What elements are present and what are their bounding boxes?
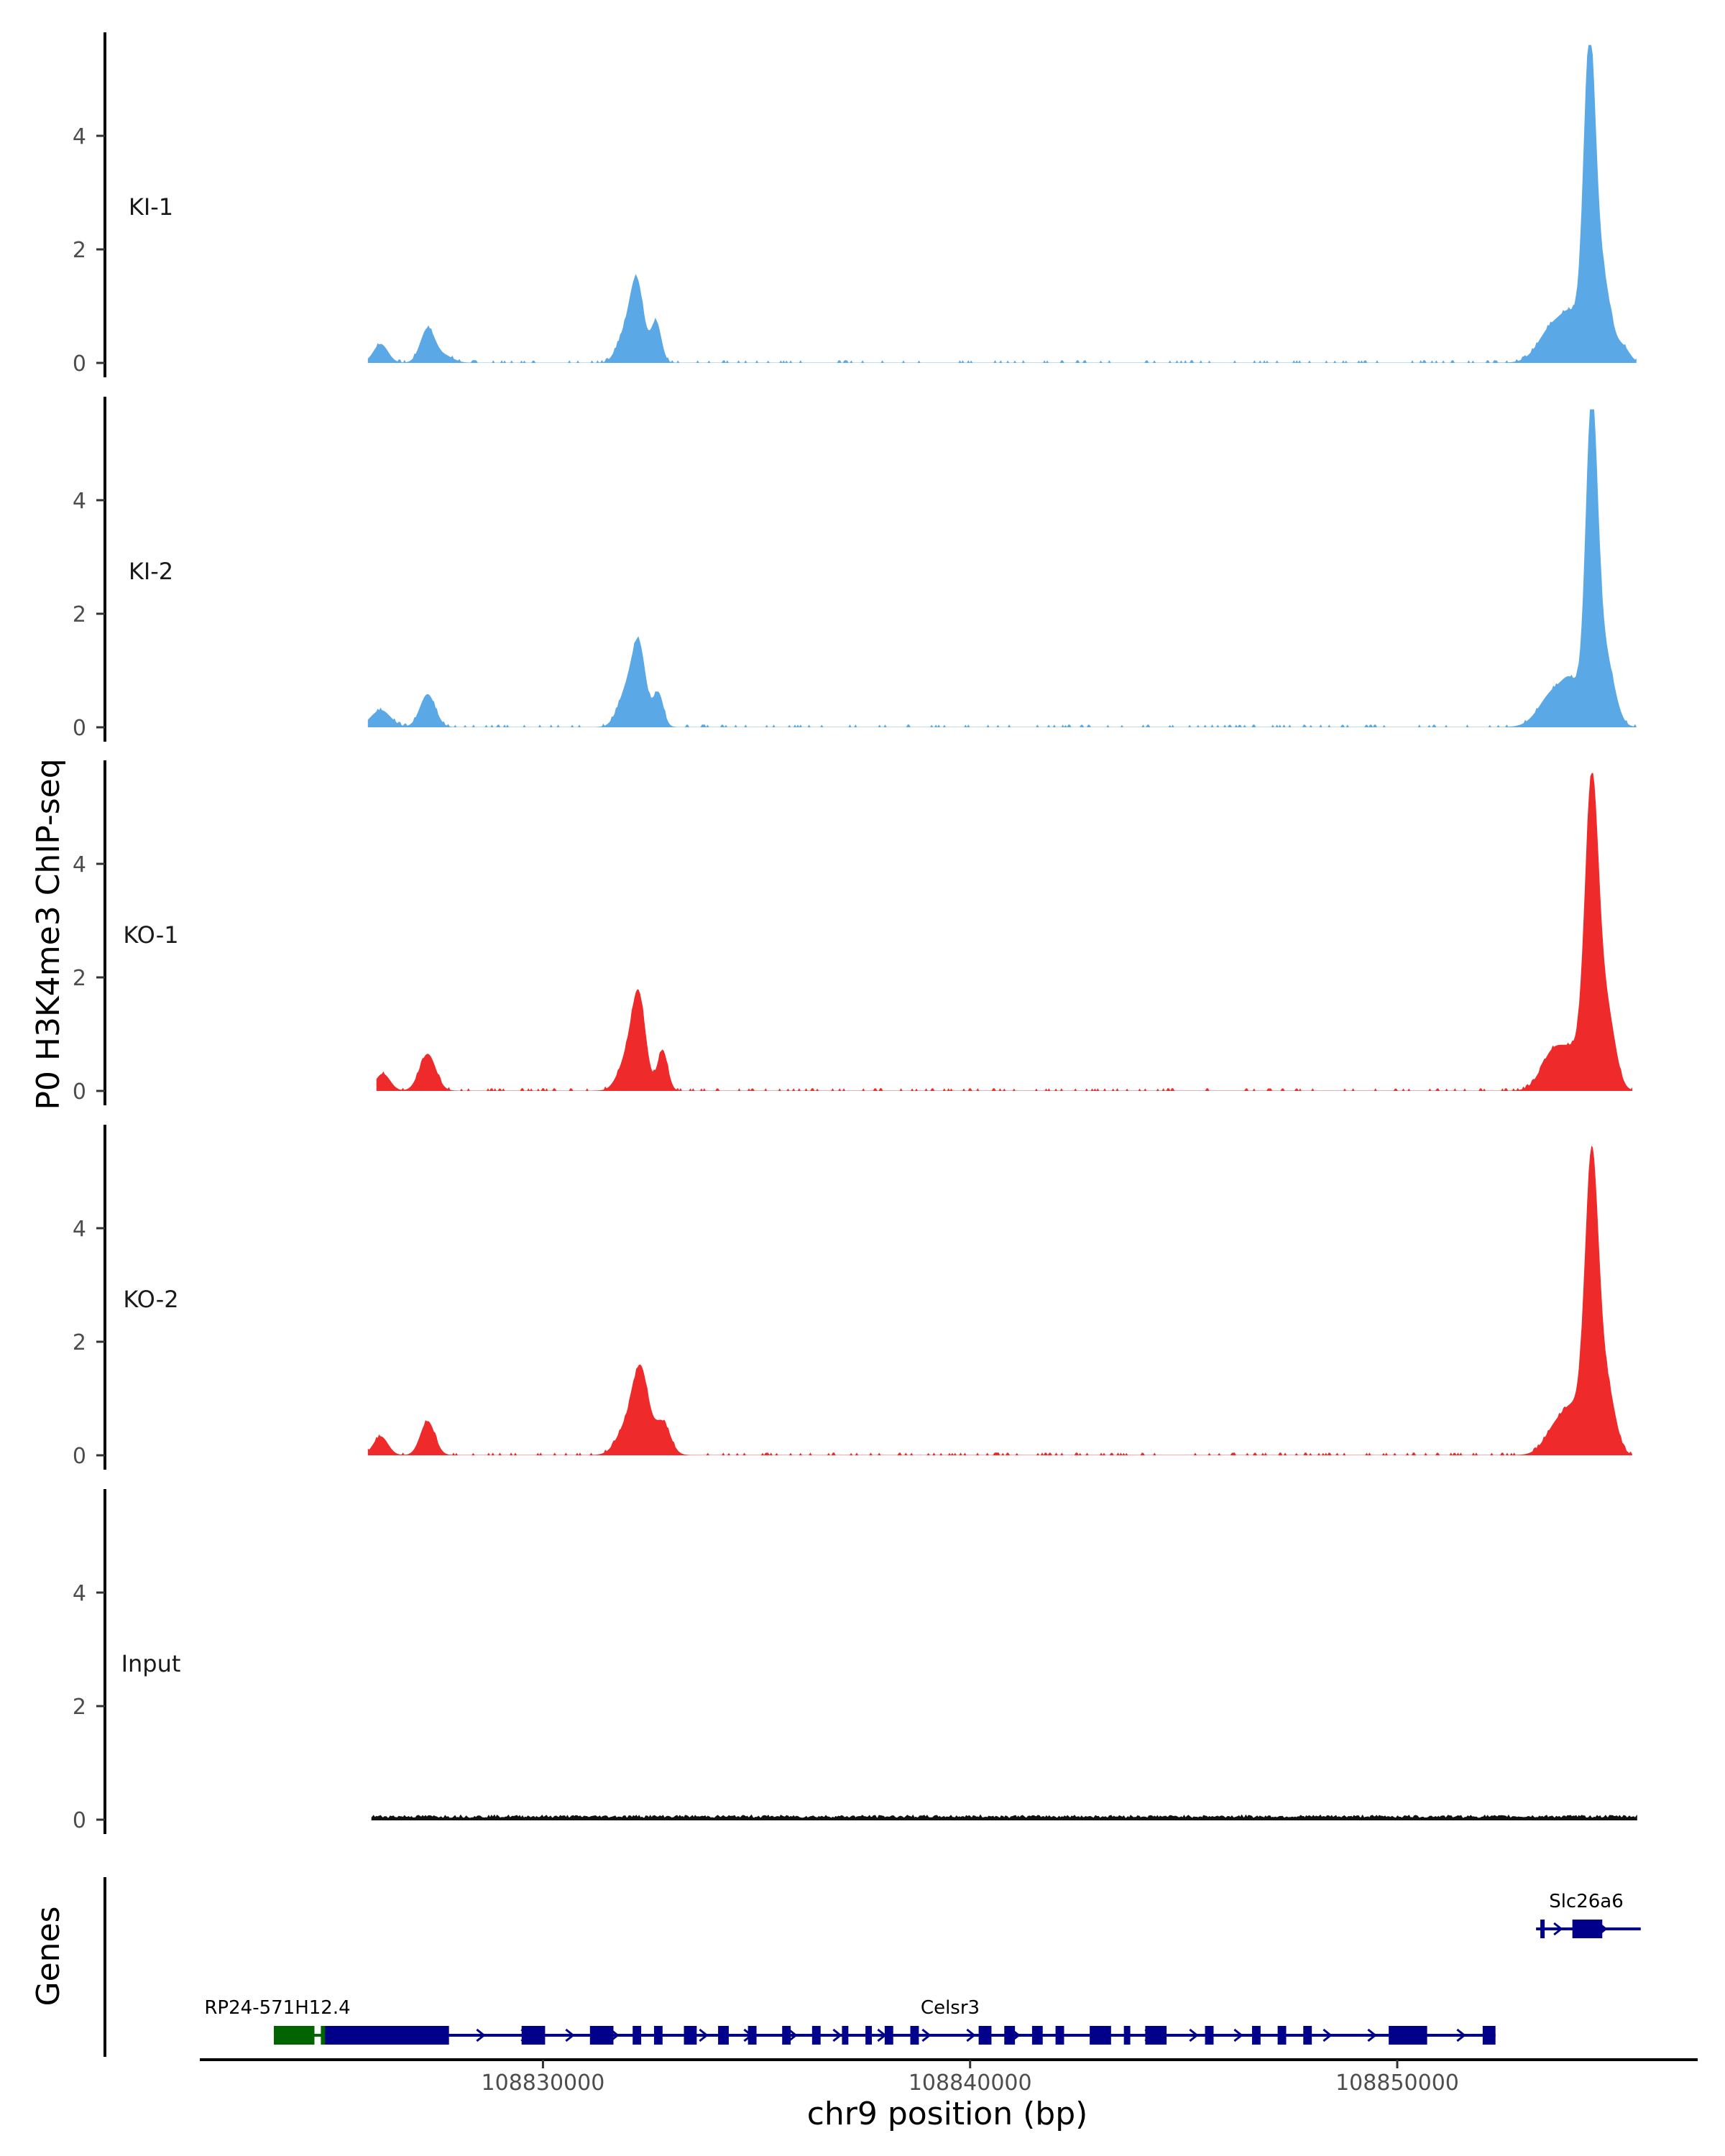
track-input: 0 2 4 Input xyxy=(73,1489,1637,1834)
gene-exon xyxy=(632,2026,642,2045)
gene-exon xyxy=(748,2026,757,2045)
track-label-ko-1: KO-1 xyxy=(123,921,178,949)
gene-exon xyxy=(884,2026,893,2045)
genes-track: RP24-571H12.4 Celsr3 Slc26a6 xyxy=(104,1877,1641,2057)
gene-exon xyxy=(782,2026,791,2045)
genes-track-title: Genes xyxy=(30,1906,67,2006)
strand-arrow xyxy=(788,2028,798,2042)
gene-label: Celsr3 xyxy=(921,1997,980,2019)
track-label-input: Input xyxy=(121,1650,181,1677)
track-label-ki-2: KI-2 xyxy=(129,558,173,585)
track-label-ko-2: KO-2 xyxy=(123,1286,178,1313)
gene-exon xyxy=(865,2026,873,2045)
gene-exon xyxy=(1389,2026,1427,2045)
gene-exon xyxy=(653,2026,663,2045)
gene-exon xyxy=(842,2026,849,2045)
gene-exon xyxy=(1572,1920,1603,1938)
gene-celsr3: Celsr3 xyxy=(325,1997,1496,2045)
gene-exon xyxy=(321,2026,330,2045)
y-tick-label: 2 xyxy=(73,1695,86,1720)
y-tick-label: 0 xyxy=(73,1808,86,1833)
y-tick-label: 2 xyxy=(73,602,86,627)
x-tick-label: 108850000 xyxy=(1335,2070,1459,2096)
signal-tracks: 0 2 4 KI-1 0 2 4 KI-2 0 2 4 KO-1 0 2 4 KO-2 0 2 4 Input xyxy=(73,32,1637,1834)
gene-exon xyxy=(1055,2026,1064,2045)
gene-exon xyxy=(1123,2026,1131,2045)
y-tick-label: 0 xyxy=(73,351,86,377)
track-ki-1: 0 2 4 KI-1 xyxy=(73,32,1637,377)
strand-arrow xyxy=(832,2028,842,2042)
x-axis-title: chr9 position (bp) xyxy=(807,2096,1088,2132)
x-tick-label: 108830000 xyxy=(482,2070,605,2096)
gene-exon xyxy=(1251,2026,1261,2045)
gene-exon xyxy=(811,2026,821,2045)
strand-arrow xyxy=(1456,2028,1466,2042)
gene-exon xyxy=(1303,2026,1312,2045)
y-tick-label: 4 xyxy=(73,1581,86,1606)
strand-arrow xyxy=(1189,2028,1199,2042)
y-tick-label: 4 xyxy=(73,489,86,514)
gene-label: Slc26a6 xyxy=(1549,1891,1624,1912)
y-tick-label: 2 xyxy=(73,1330,86,1355)
track-ko-2: 0 2 4 KO-2 xyxy=(73,1125,1632,1470)
strand-arrow xyxy=(565,2028,575,2042)
x-tick-label: 108840000 xyxy=(908,2070,1032,2096)
gene-exon xyxy=(1004,2026,1016,2045)
y-tick-label: 2 xyxy=(73,966,86,991)
y-tick-label: 4 xyxy=(73,1217,86,1242)
signal-area-ko-2 xyxy=(367,1146,1632,1455)
track-ki-2: 0 2 4 KI-2 xyxy=(73,397,1637,742)
gene-exon xyxy=(910,2026,919,2045)
gene-exon xyxy=(1090,2026,1111,2045)
gene-exon xyxy=(274,2026,315,2045)
y-tick-label: 0 xyxy=(73,1444,86,1469)
x-axis: 108830000 108840000 108850000 xyxy=(200,2058,1698,2096)
gene-slc26a6: Slc26a6 xyxy=(1536,1891,1641,1938)
strand-arrow xyxy=(921,2028,932,2042)
gene-exon xyxy=(718,2026,729,2045)
gene-label: RP24-571H12.4 xyxy=(204,1997,350,2019)
y-axis-title: P0 H3K4me3 ChIP-seq xyxy=(30,758,67,1110)
gene-exon xyxy=(521,2026,546,2045)
signal-area-input xyxy=(371,1814,1637,1820)
strand-arrow xyxy=(966,2028,976,2042)
gene-exon xyxy=(684,2026,697,2045)
track-ko-1: 0 2 4 KO-1 xyxy=(73,760,1632,1105)
gene-exon xyxy=(978,2026,992,2045)
signal-area-ki-1 xyxy=(367,45,1637,363)
signal-area-ki-2 xyxy=(367,409,1637,727)
y-tick-label: 2 xyxy=(73,238,86,263)
strand-arrow xyxy=(1233,2028,1243,2042)
gene-exon xyxy=(1145,2026,1167,2045)
y-tick-label: 0 xyxy=(73,716,86,741)
strand-arrow xyxy=(699,2028,709,2042)
strand-arrow xyxy=(1553,1922,1563,1936)
gene-exon xyxy=(1277,2026,1287,2045)
strand-arrow xyxy=(1322,2028,1333,2042)
strand-arrow xyxy=(476,2028,486,2042)
strand-arrow xyxy=(1367,2028,1377,2042)
signal-area-ko-1 xyxy=(376,773,1632,1091)
gene-exon xyxy=(1540,1920,1545,1938)
y-tick-label: 4 xyxy=(73,852,86,877)
gene-exon xyxy=(1205,2026,1214,2045)
gene-exon xyxy=(1031,2026,1043,2045)
gene-rp24-571h12.4: RP24-571H12.4 xyxy=(204,1997,351,2045)
gene-exon xyxy=(589,2026,614,2045)
gene-exon xyxy=(1482,2026,1496,2045)
y-tick-label: 0 xyxy=(73,1079,86,1105)
track-label-ki-1: KI-1 xyxy=(129,193,173,221)
gene-exon xyxy=(325,2026,449,2045)
y-tick-label: 4 xyxy=(73,124,86,149)
